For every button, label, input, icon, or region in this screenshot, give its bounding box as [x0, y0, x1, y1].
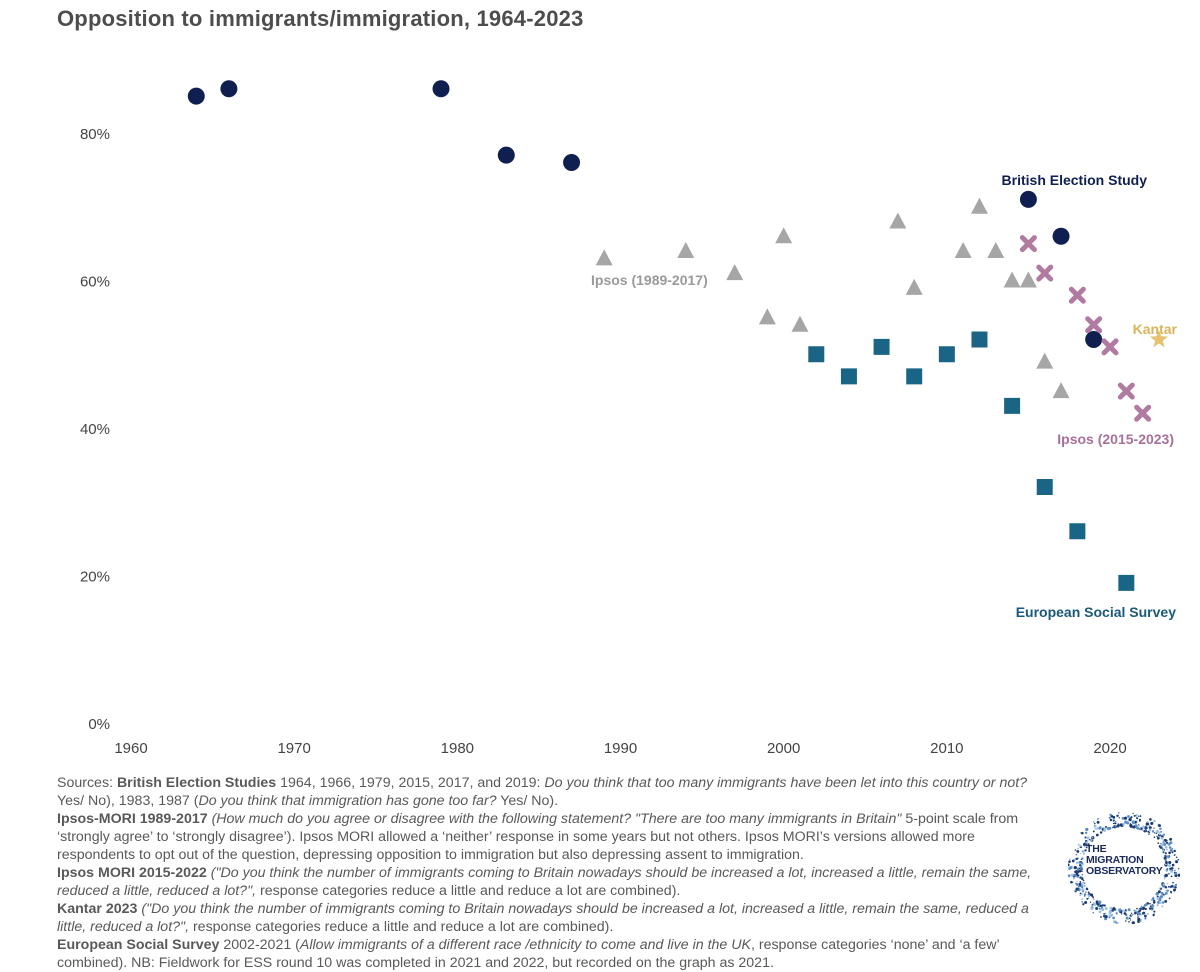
ipsos-1989-2017-point — [595, 249, 613, 266]
european-social-survey-point — [1036, 479, 1053, 495]
x-tick-label: 2020 — [1093, 740, 1126, 757]
european-social-survey-label: European Social Survey — [1016, 604, 1176, 620]
ipsos-1989-2017-point — [726, 264, 744, 281]
british-election-study-label: British Election Study — [1002, 172, 1148, 188]
european-social-survey-point — [840, 368, 857, 385]
chart-title: Opposition to immigrants/immigration, 19… — [57, 6, 584, 31]
y-tick-label: 20% — [80, 569, 110, 586]
x-tick-label: 2010 — [930, 740, 963, 757]
british-election-study-point — [563, 154, 581, 171]
x-tick-label: 1980 — [441, 740, 474, 757]
y-tick-label: 60% — [80, 274, 110, 291]
series-labels: British Election Study Ipsos (1989-2017) E… — [591, 172, 1178, 620]
ipsos-1989-2017-point — [905, 278, 923, 295]
european-social-survey-point — [938, 346, 955, 363]
ipsos-1989-2017-point — [1036, 352, 1054, 369]
sources-notes: Sources: British Election Studies 1964, … — [57, 774, 1047, 972]
british-election-study-point — [220, 80, 238, 98]
british-election-study-point — [187, 87, 205, 105]
y-tick-label: 80% — [80, 126, 110, 143]
ipsos-2015-2023-point — [1036, 264, 1054, 282]
european-social-survey-point — [1004, 397, 1021, 414]
british-election-study-point — [1019, 190, 1037, 208]
note-ipsos-1989: Ipsos-MORI 1989-2017 (How much do you ag… — [57, 811, 1019, 863]
ipsos-2015-2023-point — [1068, 286, 1086, 304]
ipsos-1989-2017-point — [1052, 382, 1070, 399]
kantar-label: Kantar — [1133, 321, 1178, 337]
ipsos-1989-2017-point — [677, 242, 695, 258]
x-axis-ticks: 1960 1970 1980 1990 2000 2010 2020 — [114, 740, 1126, 757]
note-bes: Sources: British Election Studies 1964, … — [57, 775, 1028, 809]
european-social-survey-point — [1118, 574, 1135, 591]
ipsos-2015-2023-point — [1101, 338, 1119, 356]
ipsos-1989-2017-point — [889, 212, 907, 229]
british-election-study-point — [1052, 227, 1070, 245]
ipsos-1989-2017-point — [954, 242, 972, 258]
ipsos-2015-2023-label: Ipsos (2015-2023) — [1057, 431, 1174, 447]
kantar-point — [1149, 330, 1168, 348]
british-election-study-point — [1085, 331, 1103, 348]
x-tick-label: 1990 — [604, 740, 637, 757]
european-social-survey-point — [1069, 523, 1086, 540]
data-points — [187, 80, 1168, 591]
ipsos-1989-2017-label: Ipsos (1989-2017) — [591, 272, 708, 288]
y-tick-label: 40% — [80, 421, 110, 438]
ipsos-1989-2017-point — [1003, 271, 1021, 288]
ipsos-2015-2023-point — [1085, 316, 1103, 334]
note-ipsos-2015: Ipsos MORI 2015-2022 ("Do you think the … — [57, 865, 1032, 899]
note-kantar: Kantar 2023 ("Do you think the number of… — [57, 901, 1029, 935]
logo-text: THE MIGRATION OBSERVATORY — [1086, 843, 1163, 877]
x-tick-label: 1970 — [277, 740, 310, 757]
european-social-survey-point — [808, 346, 825, 363]
ipsos-1989-2017-point — [791, 315, 809, 332]
x-tick-label: 2000 — [767, 740, 800, 757]
migration-observatory-logo: THE MIGRATION OBSERVATORY — [1066, 812, 1181, 925]
british-election-study-point — [432, 80, 450, 98]
x-tick-label: 1960 — [114, 740, 147, 757]
ipsos-2015-2023-point — [1117, 382, 1135, 400]
ipsos-2015-2023-point — [1019, 235, 1037, 253]
ipsos-1989-2017-point — [987, 242, 1005, 258]
ipsos-1989-2017-point — [758, 308, 776, 325]
y-axis-ticks: 0% 20% 40% 60% 80% — [80, 126, 110, 733]
ipsos-1989-2017-point — [775, 227, 793, 244]
ipsos-1989-2017-point — [1019, 271, 1037, 288]
ipsos-1989-2017-point — [970, 197, 988, 214]
european-social-survey-point — [971, 331, 988, 348]
ipsos-2015-2023-point — [1134, 404, 1152, 422]
european-social-survey-point — [906, 368, 923, 385]
y-tick-label: 0% — [88, 716, 110, 733]
scatter-chart: 0% 20% 40% 60% 80% 1960 1970 1980 1990 2000 2010 2… — [80, 80, 1178, 757]
logo-ring-icon — [1066, 812, 1181, 925]
british-election-study-point — [497, 146, 515, 164]
european-social-survey-point — [873, 338, 890, 355]
